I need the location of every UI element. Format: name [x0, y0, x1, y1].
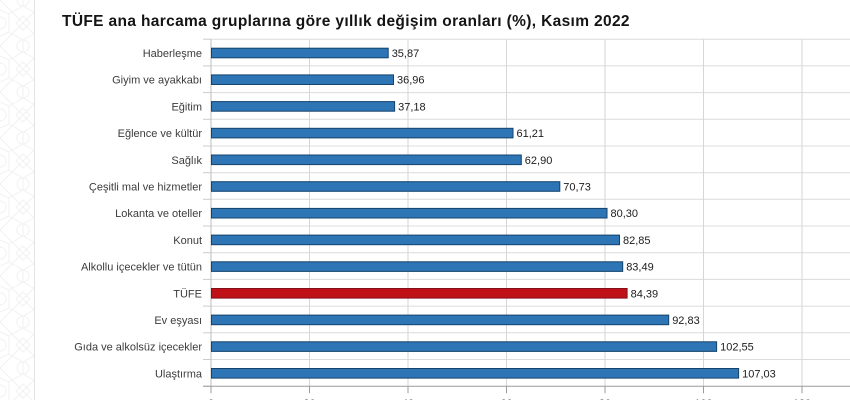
- svg-text:82,85: 82,85: [623, 235, 651, 247]
- svg-text:37,18: 37,18: [398, 101, 426, 113]
- svg-text:Haberleşme: Haberleşme: [143, 48, 202, 60]
- svg-text:Konut: Konut: [173, 235, 202, 247]
- svg-text:92,83: 92,83: [672, 315, 700, 327]
- svg-text:TÜFE ana harcama gruplarına gö: TÜFE ana harcama gruplarına göre yıllık …: [62, 13, 630, 30]
- svg-text:40: 40: [402, 398, 414, 400]
- svg-text:83,49: 83,49: [626, 262, 654, 274]
- svg-text:107,03: 107,03: [742, 368, 776, 380]
- svg-text:Alkollu içecekler ve tütün: Alkollu içecekler ve tütün: [81, 262, 202, 274]
- svg-text:20: 20: [303, 398, 315, 400]
- svg-text:60: 60: [500, 398, 512, 400]
- svg-text:35,87: 35,87: [392, 48, 420, 60]
- svg-text:TÜFE: TÜFE: [173, 288, 202, 300]
- svg-text:62,90: 62,90: [525, 155, 553, 167]
- svg-text:Lokanta ve oteller: Lokanta ve oteller: [115, 208, 202, 220]
- svg-text:100: 100: [694, 398, 712, 400]
- svg-text:Eğlence ve kültür: Eğlence ve kültür: [118, 128, 203, 140]
- svg-text:Ulaştırma: Ulaştırma: [155, 368, 203, 380]
- svg-text:0: 0: [208, 398, 214, 400]
- svg-text:120: 120: [793, 398, 811, 400]
- svg-text:36,96: 36,96: [397, 75, 425, 87]
- svg-text:84,39: 84,39: [631, 288, 659, 300]
- svg-text:61,21: 61,21: [517, 128, 545, 140]
- svg-text:80,30: 80,30: [611, 208, 639, 220]
- svg-text:Sağlık: Sağlık: [171, 155, 202, 167]
- svg-text:80: 80: [599, 398, 611, 400]
- svg-text:Eğitim: Eğitim: [171, 101, 202, 113]
- svg-text:Gıda ve alkolsüz içecekler: Gıda ve alkolsüz içecekler: [74, 342, 202, 354]
- svg-text:Ev eşyası: Ev eşyası: [154, 315, 202, 327]
- svg-text:Çeşitli mal ve hizmetler: Çeşitli mal ve hizmetler: [89, 182, 202, 194]
- svg-text:Giyim ve ayakkabı: Giyim ve ayakkabı: [112, 75, 202, 87]
- svg-text:102,55: 102,55: [720, 342, 754, 354]
- svg-text:70,73: 70,73: [563, 182, 591, 194]
